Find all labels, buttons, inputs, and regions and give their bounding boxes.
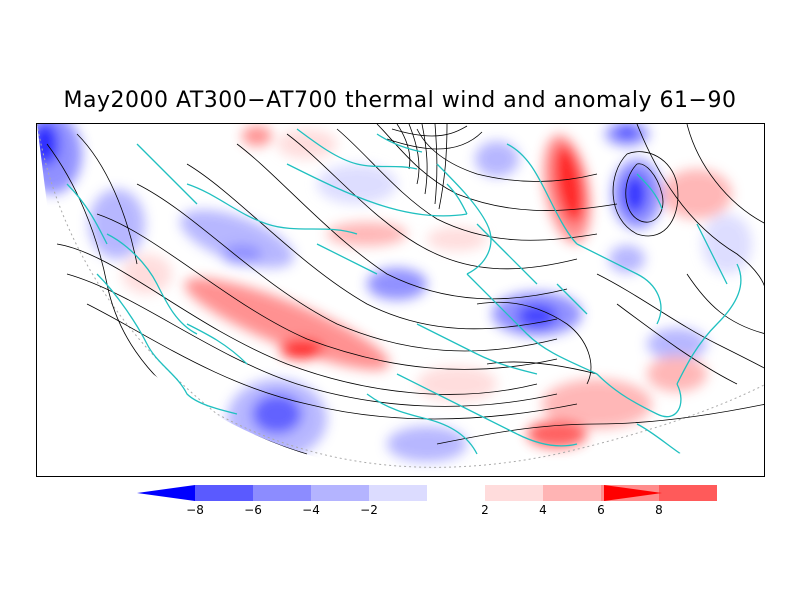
colorbar-box <box>311 485 369 501</box>
colorbar-right-arrow <box>604 485 662 501</box>
map-plot <box>37 124 764 475</box>
colorbar-box <box>485 485 543 501</box>
colorbar-label: −8 <box>186 503 204 517</box>
colorbar-label: 8 <box>655 503 663 517</box>
hemisphere-boundary <box>37 124 764 468</box>
colorbar-label: −4 <box>302 503 320 517</box>
colorbar-box <box>195 485 253 501</box>
colorbar-box <box>253 485 311 501</box>
streamlines <box>46 124 764 475</box>
colorbar-box <box>543 485 601 501</box>
colorbar-box <box>427 485 485 501</box>
chart-title: May2000 AT300−AT700 thermal wind and ano… <box>63 88 737 113</box>
map-frame <box>36 123 765 477</box>
colorbar-label: 2 <box>481 503 489 517</box>
colorbar-left-arrow <box>137 485 195 501</box>
colorbar-label: 4 <box>539 503 547 517</box>
colorbar-labels: −8 −6 −4 −2 2 4 6 8 <box>186 503 663 517</box>
colorbar-label: −2 <box>360 503 378 517</box>
colorbar-box <box>659 485 717 501</box>
colorbar-box <box>369 485 427 501</box>
colorbar-label: −6 <box>244 503 262 517</box>
colorbar-label: 6 <box>597 503 605 517</box>
coastlines <box>66 128 742 465</box>
